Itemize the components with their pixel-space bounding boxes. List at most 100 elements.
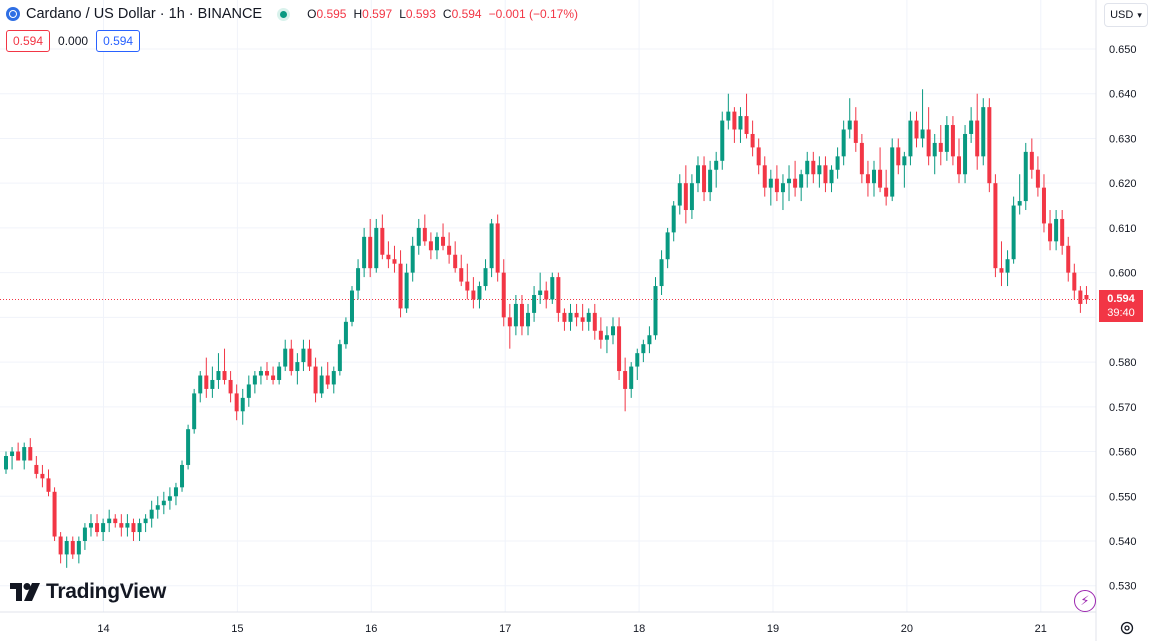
candle[interactable]	[16, 442, 21, 461]
candle[interactable]	[28, 438, 33, 461]
candle[interactable]	[240, 388, 245, 425]
candle[interactable]	[787, 165, 792, 202]
candle[interactable]	[550, 272, 555, 304]
candle[interactable]	[441, 223, 446, 251]
candle[interactable]	[562, 308, 567, 331]
candle[interactable]	[204, 357, 209, 398]
candlestick-series[interactable]	[4, 89, 1089, 568]
candle[interactable]	[234, 384, 239, 421]
candle[interactable]	[574, 303, 579, 327]
candle[interactable]	[829, 165, 834, 193]
candle[interactable]	[1005, 250, 1010, 287]
candle[interactable]	[598, 317, 603, 349]
candle[interactable]	[228, 371, 233, 403]
candle[interactable]	[131, 518, 136, 541]
candle[interactable]	[416, 218, 421, 255]
candle[interactable]	[398, 250, 403, 318]
candle[interactable]	[744, 93, 749, 139]
candle[interactable]	[58, 532, 63, 564]
candle[interactable]	[671, 201, 676, 242]
candle[interactable]	[471, 277, 476, 309]
candle[interactable]	[1023, 142, 1028, 211]
candle[interactable]	[708, 160, 713, 202]
candle[interactable]	[1017, 174, 1022, 215]
candle[interactable]	[161, 491, 166, 515]
candle[interactable]	[210, 366, 215, 398]
candle[interactable]	[689, 174, 694, 219]
candle[interactable]	[453, 241, 458, 273]
candle[interactable]	[635, 348, 640, 380]
candle[interactable]	[70, 536, 75, 559]
candle[interactable]	[1011, 196, 1016, 264]
candle[interactable]	[1048, 210, 1053, 251]
time-axis[interactable]: 14 15 16 17 18 19 20 21	[97, 623, 1047, 635]
sell-price-box[interactable]: 0.594	[6, 30, 51, 52]
candle[interactable]	[1084, 286, 1089, 304]
candle[interactable]	[841, 120, 846, 166]
candle[interactable]	[149, 500, 154, 528]
candle[interactable]	[495, 214, 500, 282]
candle[interactable]	[647, 326, 652, 354]
candle[interactable]	[623, 357, 628, 412]
candle[interactable]	[592, 303, 597, 340]
candle[interactable]	[811, 151, 816, 184]
candle[interactable]	[10, 447, 15, 470]
candle[interactable]	[362, 227, 367, 278]
candle[interactable]	[956, 138, 961, 184]
candle[interactable]	[186, 424, 191, 470]
candle[interactable]	[1078, 286, 1083, 313]
buy-price-box[interactable]: 0.594	[96, 30, 141, 52]
candle[interactable]	[683, 165, 688, 224]
candle[interactable]	[513, 294, 518, 336]
candle[interactable]	[835, 147, 840, 179]
candle[interactable]	[641, 339, 646, 363]
candle[interactable]	[653, 277, 658, 340]
candle[interactable]	[301, 339, 306, 372]
candle[interactable]	[386, 241, 391, 269]
candle[interactable]	[447, 232, 452, 264]
settings-gear-icon[interactable]	[1119, 620, 1135, 636]
candle[interactable]	[368, 218, 373, 278]
candle[interactable]	[896, 138, 901, 175]
candle[interactable]	[216, 353, 221, 389]
candle[interactable]	[914, 111, 919, 148]
candle[interactable]	[34, 456, 39, 479]
candle[interactable]	[526, 303, 531, 336]
candle[interactable]	[568, 303, 573, 331]
flash-icon[interactable]: ⚡	[1074, 590, 1096, 612]
candle[interactable]	[847, 98, 852, 139]
candle[interactable]	[604, 326, 609, 354]
candle[interactable]	[113, 514, 118, 528]
candle[interactable]	[46, 469, 51, 497]
candle[interactable]	[374, 218, 379, 273]
candle[interactable]	[768, 169, 773, 206]
candle[interactable]	[477, 281, 482, 309]
candle[interactable]	[52, 487, 57, 541]
candle[interactable]	[137, 518, 142, 541]
candle[interactable]	[76, 536, 81, 564]
candle[interactable]	[865, 160, 870, 197]
candle[interactable]	[319, 366, 324, 398]
candle[interactable]	[695, 156, 700, 193]
candle[interactable]	[1035, 156, 1040, 197]
candle[interactable]	[1029, 138, 1034, 179]
candle[interactable]	[307, 339, 312, 372]
candle[interactable]	[404, 263, 409, 313]
candle[interactable]	[586, 308, 591, 331]
candle[interactable]	[926, 107, 931, 166]
currency-selector[interactable]: USD ▾	[1104, 3, 1148, 27]
candle[interactable]	[1066, 236, 1071, 282]
candle[interactable]	[277, 362, 282, 385]
candle[interactable]	[295, 353, 300, 385]
candle[interactable]	[853, 107, 858, 152]
candle[interactable]	[629, 362, 634, 398]
candle[interactable]	[950, 116, 955, 166]
candle[interactable]	[920, 89, 925, 148]
candle[interactable]	[4, 451, 8, 474]
candle[interactable]	[969, 107, 974, 143]
candle[interactable]	[1060, 210, 1065, 255]
candle[interactable]	[489, 218, 494, 278]
candle[interactable]	[1041, 174, 1046, 233]
candle[interactable]	[107, 509, 112, 533]
